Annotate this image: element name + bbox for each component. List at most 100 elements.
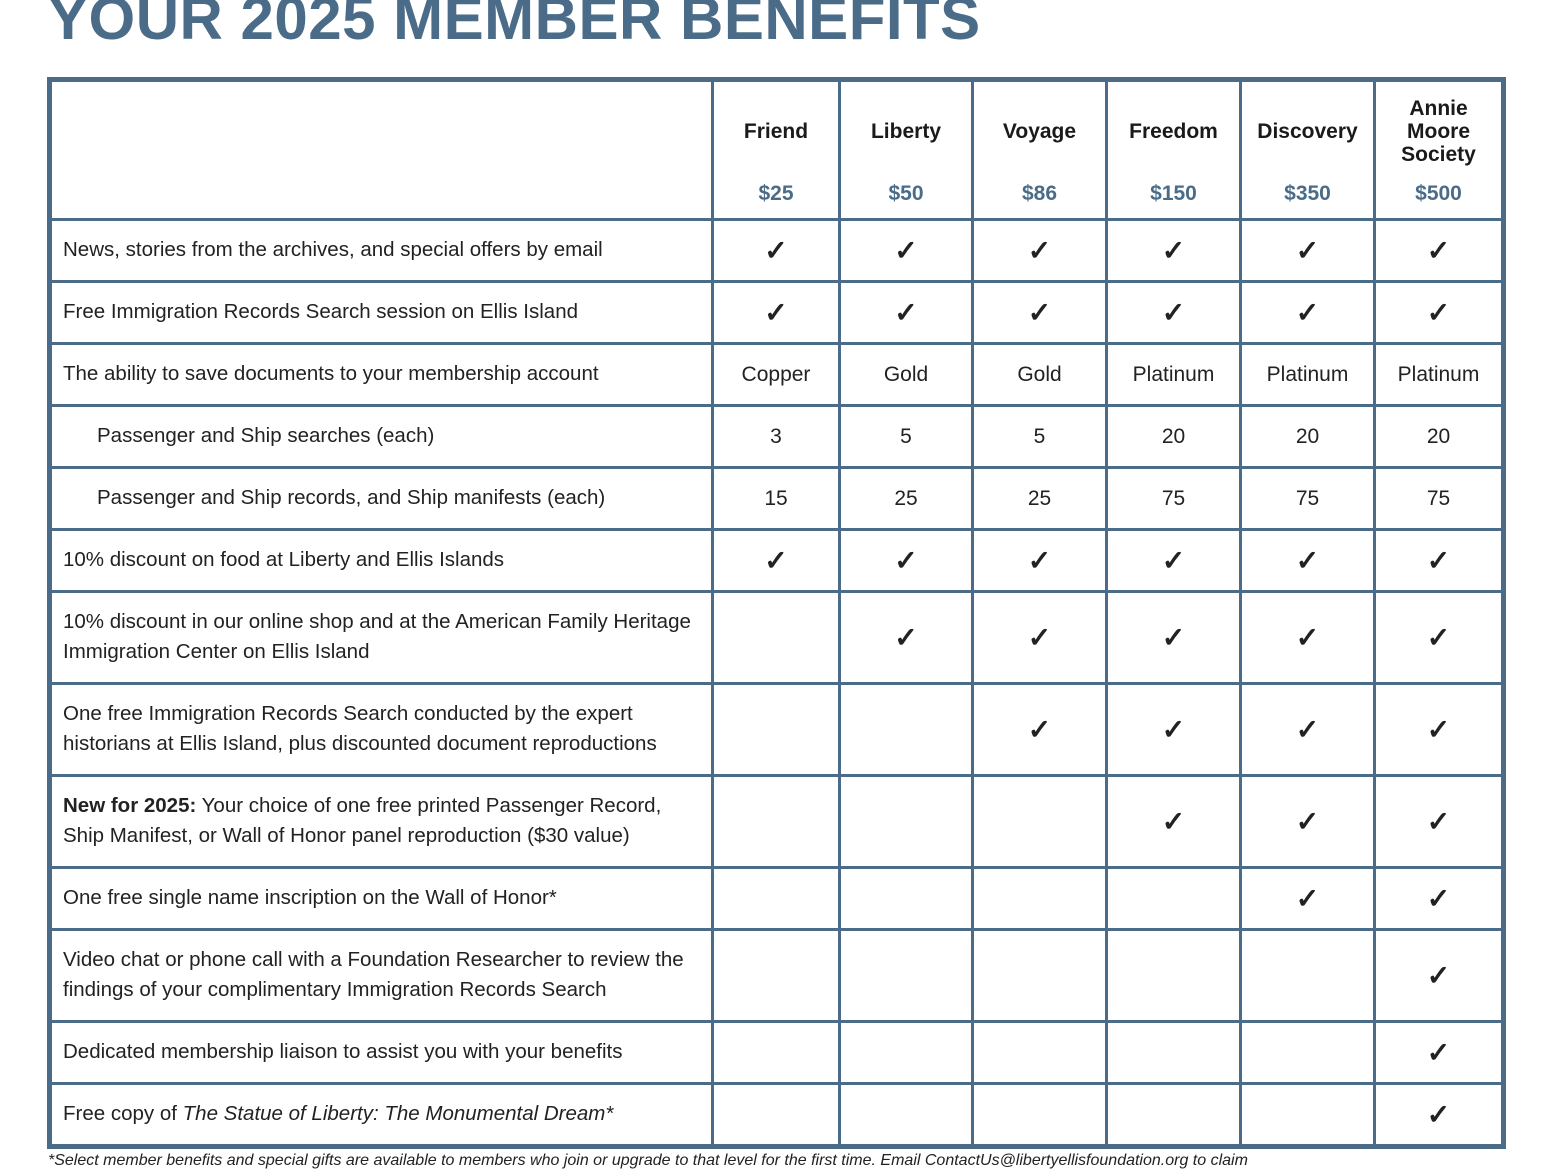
check-mark: ✓ <box>894 545 918 576</box>
benefit-cell: 75 <box>1239 466 1376 531</box>
benefit-cell: 3 <box>711 404 841 469</box>
benefit-label: The ability to save documents to your me… <box>48 342 714 407</box>
label-bold: New for 2025: <box>63 794 197 817</box>
benefit-cell <box>838 682 974 777</box>
benefit-row: 10% discount on food at Liberty and Elli… <box>48 528 1505 593</box>
benefit-cell: ✓ <box>711 528 841 593</box>
benefit-cell <box>971 866 1108 931</box>
benefit-cell <box>711 866 841 931</box>
cell-value: Platinum <box>1266 362 1349 386</box>
tier-price: $150 <box>1150 182 1197 205</box>
check-mark: ✓ <box>1027 297 1052 328</box>
tier-price: $86 <box>1021 182 1058 205</box>
tier-name: Friend <box>743 119 809 143</box>
benefit-cell <box>1239 1082 1376 1148</box>
check-mark: ✓ <box>1027 545 1052 576</box>
check-mark: ✓ <box>1426 714 1451 745</box>
benefit-cell: 5 <box>971 404 1108 469</box>
benefit-cell: ✓ <box>1239 774 1376 869</box>
tier-price: $25 <box>758 182 794 205</box>
benefit-label: Free Immigration Records Search session … <box>48 280 714 345</box>
label-text: Video chat or phone call with a Foundati… <box>63 948 684 1001</box>
benefit-cell: 20 <box>1373 404 1505 469</box>
tier-header: Discovery $350 <box>1239 78 1376 221</box>
check-mark: ✓ <box>1295 545 1320 576</box>
check-mark: ✓ <box>1161 806 1186 837</box>
cell-value: Gold <box>883 362 929 386</box>
check-mark: ✓ <box>1426 622 1451 653</box>
check-mark: ✓ <box>1161 622 1186 653</box>
cell-value: Platinum <box>1397 362 1480 386</box>
benefit-cell: Platinum <box>1105 342 1242 407</box>
benefit-cell: ✓ <box>1105 682 1242 777</box>
benefit-cell: ✓ <box>1373 280 1505 345</box>
tier-name: Freedom <box>1129 119 1218 143</box>
check-mark: ✓ <box>1426 883 1451 914</box>
benefit-cell: 75 <box>1373 466 1505 531</box>
benefit-cell: ✓ <box>1239 682 1376 777</box>
cell-value: 20 <box>1161 424 1186 448</box>
benefit-label: Passenger and Ship searches (each) <box>48 404 714 469</box>
tier-price: $350 <box>1284 182 1331 205</box>
benefit-row: Dedicated membership liaison to assist y… <box>48 1020 1505 1085</box>
benefit-cell <box>711 682 841 777</box>
cell-value: 20 <box>1426 424 1451 448</box>
benefit-cell <box>971 774 1108 869</box>
benefit-cell <box>711 774 841 869</box>
benefit-cell: ✓ <box>1373 1082 1505 1148</box>
page-title: YOUR 2025 MEMBER BENEFITS <box>48 0 981 52</box>
benefit-label: Passenger and Ship records, and Ship man… <box>48 466 714 531</box>
check-mark: ✓ <box>1426 545 1451 576</box>
check-mark: ✓ <box>1161 235 1186 266</box>
benefit-cell: ✓ <box>838 218 974 283</box>
benefit-row: Passenger and Ship records, and Ship man… <box>48 466 1505 531</box>
benefit-cell: Copper <box>711 342 841 407</box>
benefit-cell: 15 <box>711 466 841 531</box>
benefit-row: The ability to save documents to your me… <box>48 342 1505 407</box>
label-text: Your choice of one free printed Passenge… <box>63 794 662 847</box>
cell-value: 3 <box>770 424 782 448</box>
benefit-row: One free Immigration Records Search cond… <box>48 682 1505 777</box>
label-italic: The Statue of Liberty: The Monumental Dr… <box>182 1102 614 1125</box>
check-mark: ✓ <box>1426 1037 1451 1068</box>
check-mark: ✓ <box>1027 714 1052 745</box>
benefit-cell <box>971 1082 1108 1148</box>
benefit-cell: ✓ <box>1239 866 1376 931</box>
footnote: *Select member benefits and special gift… <box>48 1152 1248 1169</box>
benefit-cell: ✓ <box>1239 590 1376 685</box>
tier-header: Liberty $50 <box>838 78 974 221</box>
tier-price: $500 <box>1415 182 1462 205</box>
check-mark: ✓ <box>1027 622 1052 653</box>
label-text: One free Immigration Records Search cond… <box>63 702 657 755</box>
label-text: Free copy of <box>63 1102 177 1125</box>
benefit-row: News, stories from the archives, and spe… <box>48 218 1505 283</box>
benefit-row: Free Immigration Records Search session … <box>48 280 1505 345</box>
check-mark: ✓ <box>1295 235 1320 266</box>
benefit-row: Video chat or phone call with a Foundati… <box>48 928 1505 1023</box>
benefit-cell <box>1239 928 1376 1023</box>
benefit-label: One free Immigration Records Search cond… <box>48 682 714 777</box>
benefit-cell: ✓ <box>1373 866 1505 931</box>
label-text: 10% discount on food at Liberty and Elli… <box>63 548 505 571</box>
benefit-label: 10% discount in our online shop and at t… <box>48 590 714 685</box>
benefit-cell: 5 <box>838 404 974 469</box>
cell-value: 15 <box>764 486 788 510</box>
header-blank <box>48 78 714 221</box>
check-mark: ✓ <box>1295 883 1320 914</box>
tier-name: Voyage <box>1002 119 1077 143</box>
benefit-cell: ✓ <box>1373 928 1505 1023</box>
check-mark: ✓ <box>1161 297 1186 328</box>
benefit-cell: ✓ <box>971 590 1108 685</box>
cell-value: 25 <box>1027 486 1052 510</box>
benefit-cell: ✓ <box>1105 280 1242 345</box>
benefit-label: Video chat or phone call with a Foundati… <box>48 928 714 1023</box>
benefit-cell <box>711 590 841 685</box>
benefit-cell: ✓ <box>1239 280 1376 345</box>
check-mark: ✓ <box>1426 297 1451 328</box>
benefit-cell <box>1105 1020 1242 1085</box>
benefits-table: Friend $25 Liberty $50 Voyage $86 Freedom $150 D… <box>47 77 1506 1149</box>
check-mark: ✓ <box>764 297 788 328</box>
benefit-cell: ✓ <box>1239 528 1376 593</box>
benefit-row: 10% discount in our online shop and at t… <box>48 590 1505 685</box>
benefit-cell: Gold <box>971 342 1108 407</box>
